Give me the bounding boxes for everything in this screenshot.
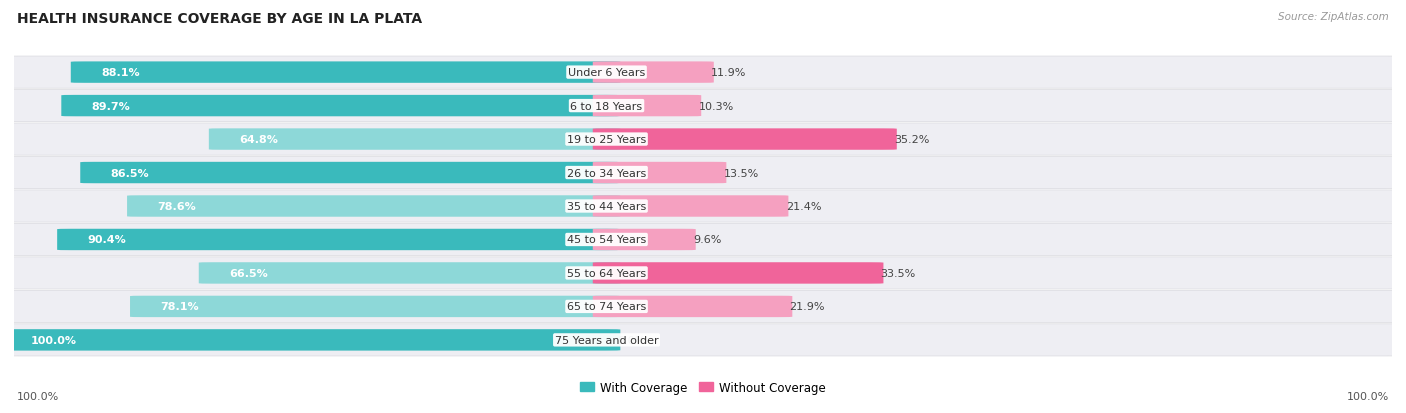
Text: 64.8%: 64.8% — [239, 135, 278, 145]
FancyBboxPatch shape — [0, 90, 1406, 122]
Text: 33.5%: 33.5% — [880, 268, 915, 278]
FancyBboxPatch shape — [0, 324, 1406, 356]
Text: 19 to 25 Years: 19 to 25 Years — [567, 135, 647, 145]
Text: 13.5%: 13.5% — [724, 168, 759, 178]
Text: 45 to 54 Years: 45 to 54 Years — [567, 235, 647, 245]
Text: 100.0%: 100.0% — [17, 391, 59, 401]
FancyBboxPatch shape — [129, 296, 620, 317]
Text: 55 to 64 Years: 55 to 64 Years — [567, 268, 647, 278]
Text: 89.7%: 89.7% — [91, 101, 131, 112]
Text: Source: ZipAtlas.com: Source: ZipAtlas.com — [1278, 12, 1389, 22]
Text: Under 6 Years: Under 6 Years — [568, 68, 645, 78]
FancyBboxPatch shape — [127, 196, 620, 217]
FancyBboxPatch shape — [0, 123, 1406, 156]
Text: 75 Years and older: 75 Years and older — [555, 335, 658, 345]
FancyBboxPatch shape — [593, 162, 727, 184]
Text: 10.3%: 10.3% — [699, 101, 734, 112]
Text: 66.5%: 66.5% — [229, 268, 267, 278]
FancyBboxPatch shape — [593, 263, 883, 284]
FancyBboxPatch shape — [593, 296, 793, 317]
Text: 88.1%: 88.1% — [101, 68, 139, 78]
FancyBboxPatch shape — [593, 62, 714, 83]
Text: 26 to 34 Years: 26 to 34 Years — [567, 168, 647, 178]
FancyBboxPatch shape — [58, 229, 620, 251]
FancyBboxPatch shape — [70, 62, 620, 83]
FancyBboxPatch shape — [0, 157, 1406, 189]
Text: 21.4%: 21.4% — [786, 202, 821, 211]
Text: 100.0%: 100.0% — [1347, 391, 1389, 401]
Text: 35.2%: 35.2% — [894, 135, 929, 145]
Text: 11.9%: 11.9% — [711, 68, 747, 78]
Text: 78.1%: 78.1% — [160, 301, 200, 312]
FancyBboxPatch shape — [593, 196, 789, 217]
Text: 78.6%: 78.6% — [157, 202, 197, 211]
Text: 100.0%: 100.0% — [31, 335, 76, 345]
Legend: With Coverage, Without Coverage: With Coverage, Without Coverage — [575, 376, 831, 399]
Text: 9.6%: 9.6% — [693, 235, 721, 245]
FancyBboxPatch shape — [0, 57, 1406, 89]
FancyBboxPatch shape — [593, 129, 897, 150]
Text: 6 to 18 Years: 6 to 18 Years — [571, 101, 643, 112]
FancyBboxPatch shape — [593, 229, 696, 251]
FancyBboxPatch shape — [62, 96, 620, 117]
Text: 90.4%: 90.4% — [87, 235, 127, 245]
FancyBboxPatch shape — [593, 96, 702, 117]
Text: 86.5%: 86.5% — [111, 168, 149, 178]
Text: 0.0%: 0.0% — [617, 335, 645, 345]
Text: HEALTH INSURANCE COVERAGE BY AGE IN LA PLATA: HEALTH INSURANCE COVERAGE BY AGE IN LA P… — [17, 12, 422, 26]
Text: 35 to 44 Years: 35 to 44 Years — [567, 202, 647, 211]
FancyBboxPatch shape — [0, 257, 1406, 290]
FancyBboxPatch shape — [0, 190, 1406, 223]
FancyBboxPatch shape — [209, 129, 620, 150]
FancyBboxPatch shape — [0, 224, 1406, 256]
Text: 21.9%: 21.9% — [790, 301, 825, 312]
FancyBboxPatch shape — [0, 330, 620, 351]
FancyBboxPatch shape — [80, 162, 620, 184]
FancyBboxPatch shape — [198, 263, 620, 284]
FancyBboxPatch shape — [0, 291, 1406, 323]
Text: 65 to 74 Years: 65 to 74 Years — [567, 301, 647, 312]
